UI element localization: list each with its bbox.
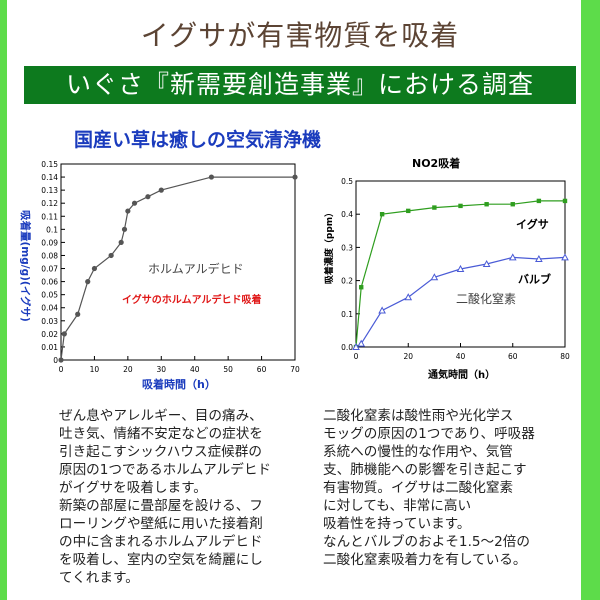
c1-data-point [121, 226, 128, 232]
chart2-annotation-no2: 二酸化窒素 [456, 291, 516, 306]
c2-data-point [562, 198, 568, 204]
c2-y-tick-label: 0.4 [341, 210, 353, 219]
c2-data-point [458, 203, 463, 209]
c1-data-point [118, 239, 124, 245]
c2-data-point [430, 273, 439, 281]
c1-data-point [131, 200, 138, 206]
chart1-x-label: 吸着時間（h） [142, 377, 216, 391]
c2-x-tick-label: 20 [403, 352, 413, 361]
c2-data-point [432, 205, 437, 210]
c2-data-point [378, 306, 386, 314]
c1-x-tick-label: 20 [123, 365, 133, 374]
c1-y-tick-label: 0.13 [41, 186, 58, 195]
c1-data-point [108, 252, 114, 259]
c1-y-tick-label: 0.11 [41, 212, 58, 221]
c1-y-tick-label: 0.15 [41, 160, 58, 169]
c1-data-point [75, 311, 81, 317]
c2-series-line-1 [355, 256, 566, 348]
c1-data-point [91, 265, 98, 272]
c1-x-tick-label: 10 [90, 365, 100, 374]
green-frame-right [588, 0, 600, 600]
c2-data-point [359, 285, 364, 290]
c1-y-tick-label: 0.14 [41, 173, 58, 182]
c2-data-point [535, 254, 543, 263]
c1-y-tick-label: 0.01 [41, 343, 58, 352]
c2-data-point [352, 342, 360, 350]
c2-data-point [482, 259, 491, 267]
chart2-x-ticks: 0 20 40 60 80 [354, 343, 570, 361]
c1-x-tick-label: 40 [190, 365, 200, 374]
chart2-legend-bulb: バルブ [518, 272, 551, 286]
c2-data-point [508, 253, 517, 261]
chart2-lines [355, 200, 566, 348]
c2-x-tick-label: 60 [508, 352, 518, 361]
banner-text: いぐさ『新需要創造事業』における調査 [65, 70, 534, 99]
c2-data-point [536, 198, 542, 204]
c2-series-line-0 [355, 200, 565, 348]
c1-data-point [208, 174, 215, 180]
c2-data-point [456, 264, 465, 272]
c2-data-point [379, 212, 385, 217]
c2-y-tick-label: 0.3 [341, 243, 353, 252]
chart2-y-ticks: 0.0 0.1 0.2 0.3 0.4 0.5 [341, 177, 360, 352]
c2-x-tick-label: 40 [456, 352, 466, 361]
c1-y-tick-label: 0.05 [41, 291, 58, 300]
c1-y-tick-label: 0.09 [41, 238, 58, 247]
c1-data-point [125, 208, 131, 214]
c1-data-point [61, 331, 67, 337]
c1-x-tick-label: 50 [223, 365, 233, 374]
subtitle: 国産い草は癒しの空気清浄機 [74, 129, 322, 151]
c1-data-point [158, 187, 164, 193]
chart1-points [58, 174, 298, 363]
chart1-annotation-igusa: イグサのホルムアルデヒド吸着 [122, 293, 262, 306]
chart1-y-label: 吸着量(mg/g)(イグサ) [19, 210, 32, 322]
no2-chart: NO2吸着 0.0 0.1 0.2 0.3 0.4 0.5 0 20 40 60 80 イグサ バ… [323, 156, 570, 381]
c1-y-tick-label: 0.12 [41, 199, 58, 208]
c2-y-tick-label: 0.1 [341, 310, 353, 319]
c1-plot-border [60, 163, 296, 361]
c1-data-point [145, 194, 151, 200]
c2-data-point [404, 293, 413, 301]
chart2-legend-igusa: イグサ [516, 217, 549, 231]
c2-y-tick-label: 0.5 [341, 177, 353, 186]
c2-y-tick-label: 0.0 [341, 343, 353, 352]
c1-y-tick-label: 0 [53, 356, 58, 365]
chart2-title: NO2吸着 [412, 156, 460, 170]
chart1-frame [60, 163, 296, 361]
c1-y-tick-label: 0.04 [41, 304, 58, 313]
c2-x-tick-label: 0 [354, 352, 359, 361]
c1-y-tick-label: 0.08 [41, 251, 58, 260]
banner: いぐさ『新需要創造事業』における調査 [24, 66, 576, 104]
chart1-annotation-formaldehyde: ホルムアルデヒド [148, 261, 244, 276]
c2-data-point [357, 339, 366, 347]
c1-x-tick-label: 60 [257, 365, 267, 374]
no2-description: 二酸化窒素は酸性雨や光化学ス モッグの原因の1つであり、呼吸器 系統への慢性的な… [323, 408, 535, 568]
c2-data-point [406, 208, 411, 214]
c1-y-tick-label: 0.02 [41, 330, 58, 339]
c1-y-tick-label: 0.07 [41, 265, 58, 274]
c1-x-tick-label: 70 [290, 365, 300, 374]
c2-data-point [484, 202, 489, 207]
chart1-x-ticks: 0 10 20 30 40 50 60 70 [59, 356, 300, 374]
c1-y-tick-label: 0.03 [41, 317, 58, 326]
c1-data-point [58, 357, 64, 363]
c1-y-tick-label: 0.1 [46, 225, 58, 234]
chart2-points [352, 198, 569, 350]
c1-data-point [85, 279, 91, 285]
formaldehyde-chart: 0 0.01 0.02 0.03 0.04 0.05 0.06 0.07 0.08 0.09 0.1… [19, 160, 300, 391]
chart1-y-ticks: 0 0.01 0.02 0.03 0.04 0.05 0.06 0.07 0.08 0.09 0.1… [41, 160, 65, 365]
c2-data-point [510, 202, 515, 207]
c1-y-tick-label: 0.06 [41, 278, 58, 287]
c2-x-tick-label: 80 [560, 352, 570, 361]
c1-x-tick-label: 0 [59, 365, 64, 374]
c2-y-tick-label: 0.2 [341, 277, 353, 286]
c1-data-point [292, 174, 298, 180]
formaldehyde-description: ぜん息やアレルギー、目の痛み、 吐き気、情緒不安定などの症状を 引き起こすシック… [59, 408, 272, 586]
c1-x-tick-label: 30 [157, 365, 167, 374]
c2-data-point [561, 253, 569, 261]
chart2-x-label: 通気時間（h） [428, 368, 495, 381]
page-title: イグサが有害物質を吸着 [140, 19, 460, 52]
chart2-y-label: 吸着濃度（ppm） [323, 208, 335, 284]
